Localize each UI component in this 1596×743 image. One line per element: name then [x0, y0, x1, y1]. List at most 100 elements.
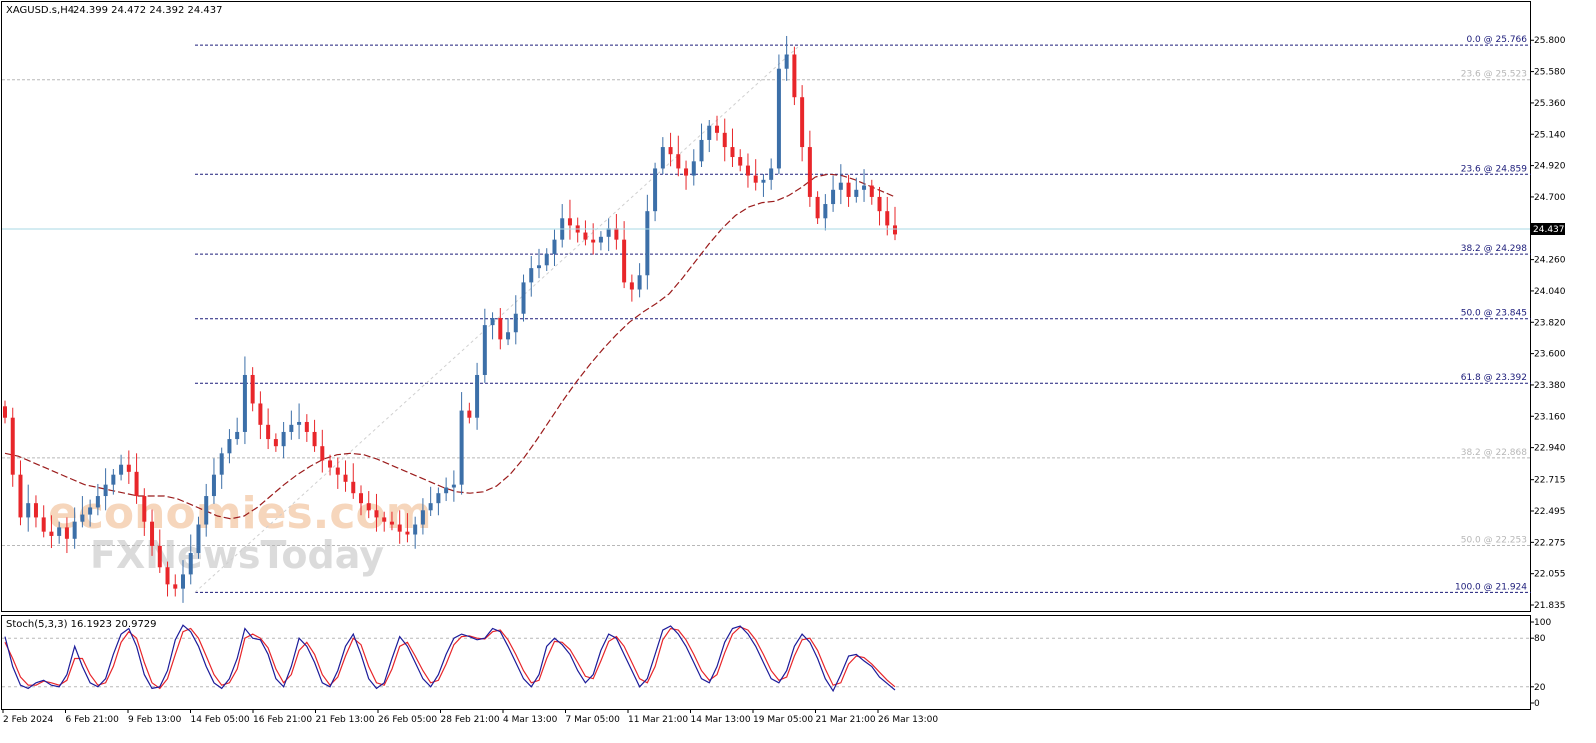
- candle-body: [869, 185, 874, 197]
- fib-level-label: 23.6 @ 25.523: [1461, 70, 1527, 80]
- candle-body: [242, 374, 247, 432]
- candle-body: [157, 545, 162, 568]
- candle-body: [792, 54, 797, 98]
- price-tick-label: 24.700: [1534, 193, 1566, 203]
- time-tick-label: 11 Mar 21:00: [628, 715, 688, 725]
- candle-body: [862, 185, 867, 190]
- candle-body: [629, 282, 634, 290]
- candle-body: [598, 236, 603, 243]
- candle-body: [506, 332, 511, 340]
- time-tick-label: 14 Mar 13:00: [691, 715, 751, 725]
- time-tick-label: 16 Feb 21:00: [253, 715, 312, 725]
- price-tick-label: 23.380: [1534, 381, 1566, 391]
- candle-body: [513, 313, 518, 333]
- candle-body: [544, 253, 549, 266]
- candle-body: [351, 481, 356, 494]
- candle-body: [831, 189, 836, 205]
- candles: [3, 35, 897, 603]
- fibonacci-levels: 0.0 @ 25.766 23.6 @ 25.523 23.6 @ 24.859 38…: [2, 35, 1531, 593]
- price-tick-label: 25.800: [1534, 36, 1566, 46]
- time-tick-label: 19 Mar 05:00: [753, 715, 813, 725]
- candle-body: [227, 439, 232, 454]
- fib-level-label: 50.0 @ 22.253: [1461, 535, 1527, 545]
- price-tick-label: 21.835: [1534, 601, 1566, 611]
- candle-body: [660, 147, 665, 169]
- time-tick-label: 9 Feb 13:00: [128, 715, 182, 725]
- candle-body: [88, 507, 93, 515]
- candle-body: [359, 493, 363, 504]
- candle-body: [204, 496, 209, 525]
- stoch-tick-label: 100: [1534, 618, 1551, 628]
- candle-body: [807, 147, 812, 197]
- candle-body: [498, 318, 503, 340]
- candle-body: [622, 239, 627, 283]
- candle-body: [250, 374, 255, 404]
- candle-body: [80, 514, 85, 522]
- candle-body: [273, 439, 278, 447]
- candle-body: [33, 503, 38, 518]
- candle-body: [823, 204, 828, 219]
- candle-body: [196, 524, 201, 554]
- candle-body: [722, 132, 727, 148]
- candle-body: [111, 474, 116, 485]
- candle-body: [715, 125, 719, 133]
- candle-body: [885, 211, 890, 226]
- price-tick-label: 23.160: [1534, 412, 1566, 422]
- price-tick-label: 25.360: [1534, 99, 1566, 109]
- candle-body: [64, 527, 69, 539]
- price-label: 24.437: [1533, 225, 1565, 235]
- price-tick-label: 22.495: [1534, 507, 1566, 517]
- watermark-fxnewstoday: FXNewsToday: [90, 533, 384, 577]
- candle-body: [312, 431, 317, 447]
- candle-body: [103, 484, 108, 497]
- candle-body: [893, 225, 897, 235]
- candle-body: [730, 147, 735, 158]
- candle-body: [591, 239, 596, 243]
- candle-body: [289, 424, 294, 432]
- candle-body: [838, 182, 843, 190]
- candle-body: [366, 503, 371, 511]
- time-tick-label: 28 Feb 21:00: [441, 715, 500, 725]
- candle-body: [320, 446, 325, 461]
- candle-body: [41, 517, 46, 532]
- candle-body: [776, 68, 781, 169]
- candle-body: [413, 524, 418, 535]
- price-tick-label: 22.940: [1534, 444, 1566, 454]
- time-tick-label: 21 Mar 21:00: [816, 715, 876, 725]
- time-tick-label: 6 Feb 21:00: [66, 715, 120, 725]
- candle-body: [3, 406, 7, 418]
- candle-body: [266, 424, 271, 440]
- candle-body: [382, 517, 387, 522]
- price-label-box: [1531, 223, 1565, 235]
- price-axis: 25.800 25.580 25.360 25.140 24.920 24.700 24.4…: [1531, 36, 1566, 611]
- main-pane: [1, 1, 1531, 612]
- header-symbol: XAGUSD.s,H4: [6, 5, 74, 16]
- candle-body: [467, 410, 472, 418]
- candle-body: [699, 139, 704, 162]
- candle-body: [126, 464, 131, 472]
- candle-body: [753, 175, 758, 183]
- stoch-tick-label: 20: [1534, 683, 1546, 693]
- candle-body: [707, 125, 712, 140]
- candle-body: [637, 275, 642, 290]
- candle-body: [846, 182, 851, 197]
- candle-body: [745, 165, 750, 176]
- candle-body: [490, 318, 495, 326]
- time-tick-label: 26 Mar 13:00: [878, 715, 938, 725]
- candle-body: [645, 211, 650, 276]
- stoch-header: Stoch(5,3,3) 16.1923 20.9729: [6, 619, 157, 630]
- candle-body: [297, 421, 302, 425]
- candle-body: [165, 567, 170, 585]
- fib-level-label: 100.0 @ 21.924: [1455, 582, 1527, 592]
- price-tick-label: 24.920: [1534, 162, 1566, 172]
- stochastic-oscillator: 100 80 20 0: [2, 618, 1551, 709]
- candle-body: [405, 531, 410, 535]
- fib-level-label: 38.2 @ 22.868: [1461, 448, 1528, 458]
- candle-body: [800, 97, 805, 148]
- time-tick-label: 21 Feb 13:00: [316, 715, 375, 725]
- candle-body: [343, 474, 348, 482]
- candle-body: [436, 493, 441, 504]
- candle-body: [653, 168, 658, 212]
- moving-average: [4, 173, 896, 520]
